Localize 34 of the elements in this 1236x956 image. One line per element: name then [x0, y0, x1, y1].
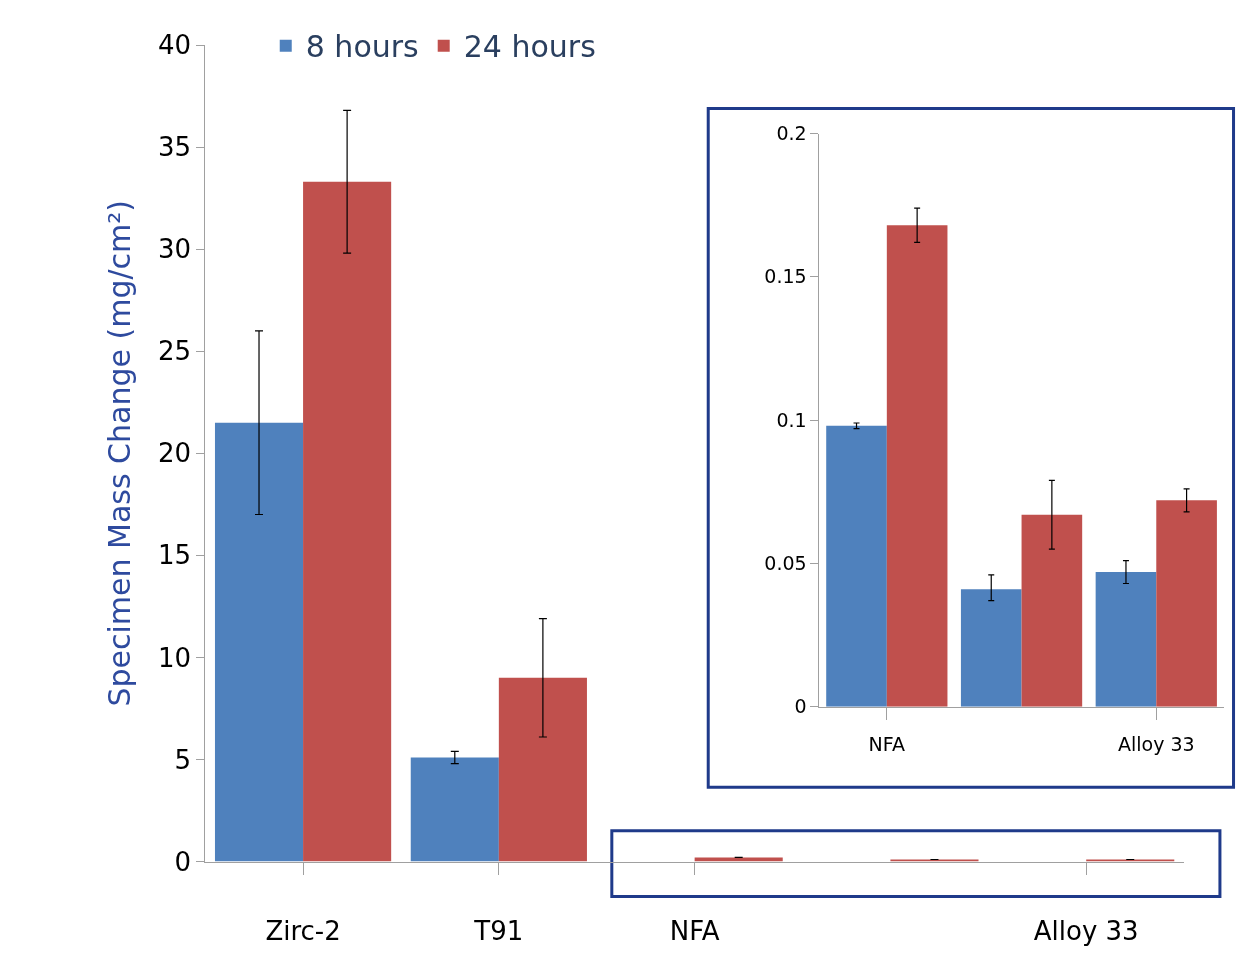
- bar: [1021, 514, 1083, 707]
- y-axis-title: Specimen Mass Change (mg/cm²): [101, 199, 137, 707]
- y-tick-label: 35: [157, 132, 191, 163]
- y-tick-label: 0.1: [776, 408, 807, 431]
- bar: [960, 589, 1022, 707]
- y-tick-label: 15: [157, 540, 191, 571]
- x-tick-label: Alloy 33: [1117, 732, 1195, 755]
- bar: [694, 857, 783, 862]
- legend-label: 8 hours: [305, 29, 419, 65]
- bar: [214, 422, 304, 862]
- bar: [1156, 500, 1217, 707]
- y-tick-label: 5: [174, 744, 191, 775]
- x-tick-label: Zirc-2: [265, 915, 341, 946]
- y-tick-label: 0.05: [764, 552, 807, 575]
- bar: [1095, 572, 1157, 707]
- x-tick-label: T91: [473, 915, 524, 946]
- y-tick-label: 0.2: [776, 122, 807, 145]
- y-tick-label: 0.15: [764, 265, 807, 288]
- bar: [826, 425, 887, 707]
- legend-label: 24 hours: [463, 29, 596, 65]
- x-tick-label: Alloy 33: [1033, 915, 1139, 946]
- bar: [498, 677, 587, 862]
- y-tick-label: 20: [157, 438, 191, 469]
- bar: [410, 757, 499, 862]
- y-tick-label: 40: [157, 30, 191, 61]
- y-tick-label: 25: [157, 336, 191, 367]
- y-tick-label: 0: [794, 695, 807, 718]
- y-tick-label: 10: [157, 642, 191, 673]
- y-tick-label: 30: [157, 234, 191, 265]
- x-tick-label: NFA: [868, 732, 906, 755]
- bar: [303, 181, 392, 862]
- bar: [886, 225, 948, 707]
- y-tick-label: 0: [174, 846, 191, 877]
- x-tick-label: NFA: [669, 915, 720, 946]
